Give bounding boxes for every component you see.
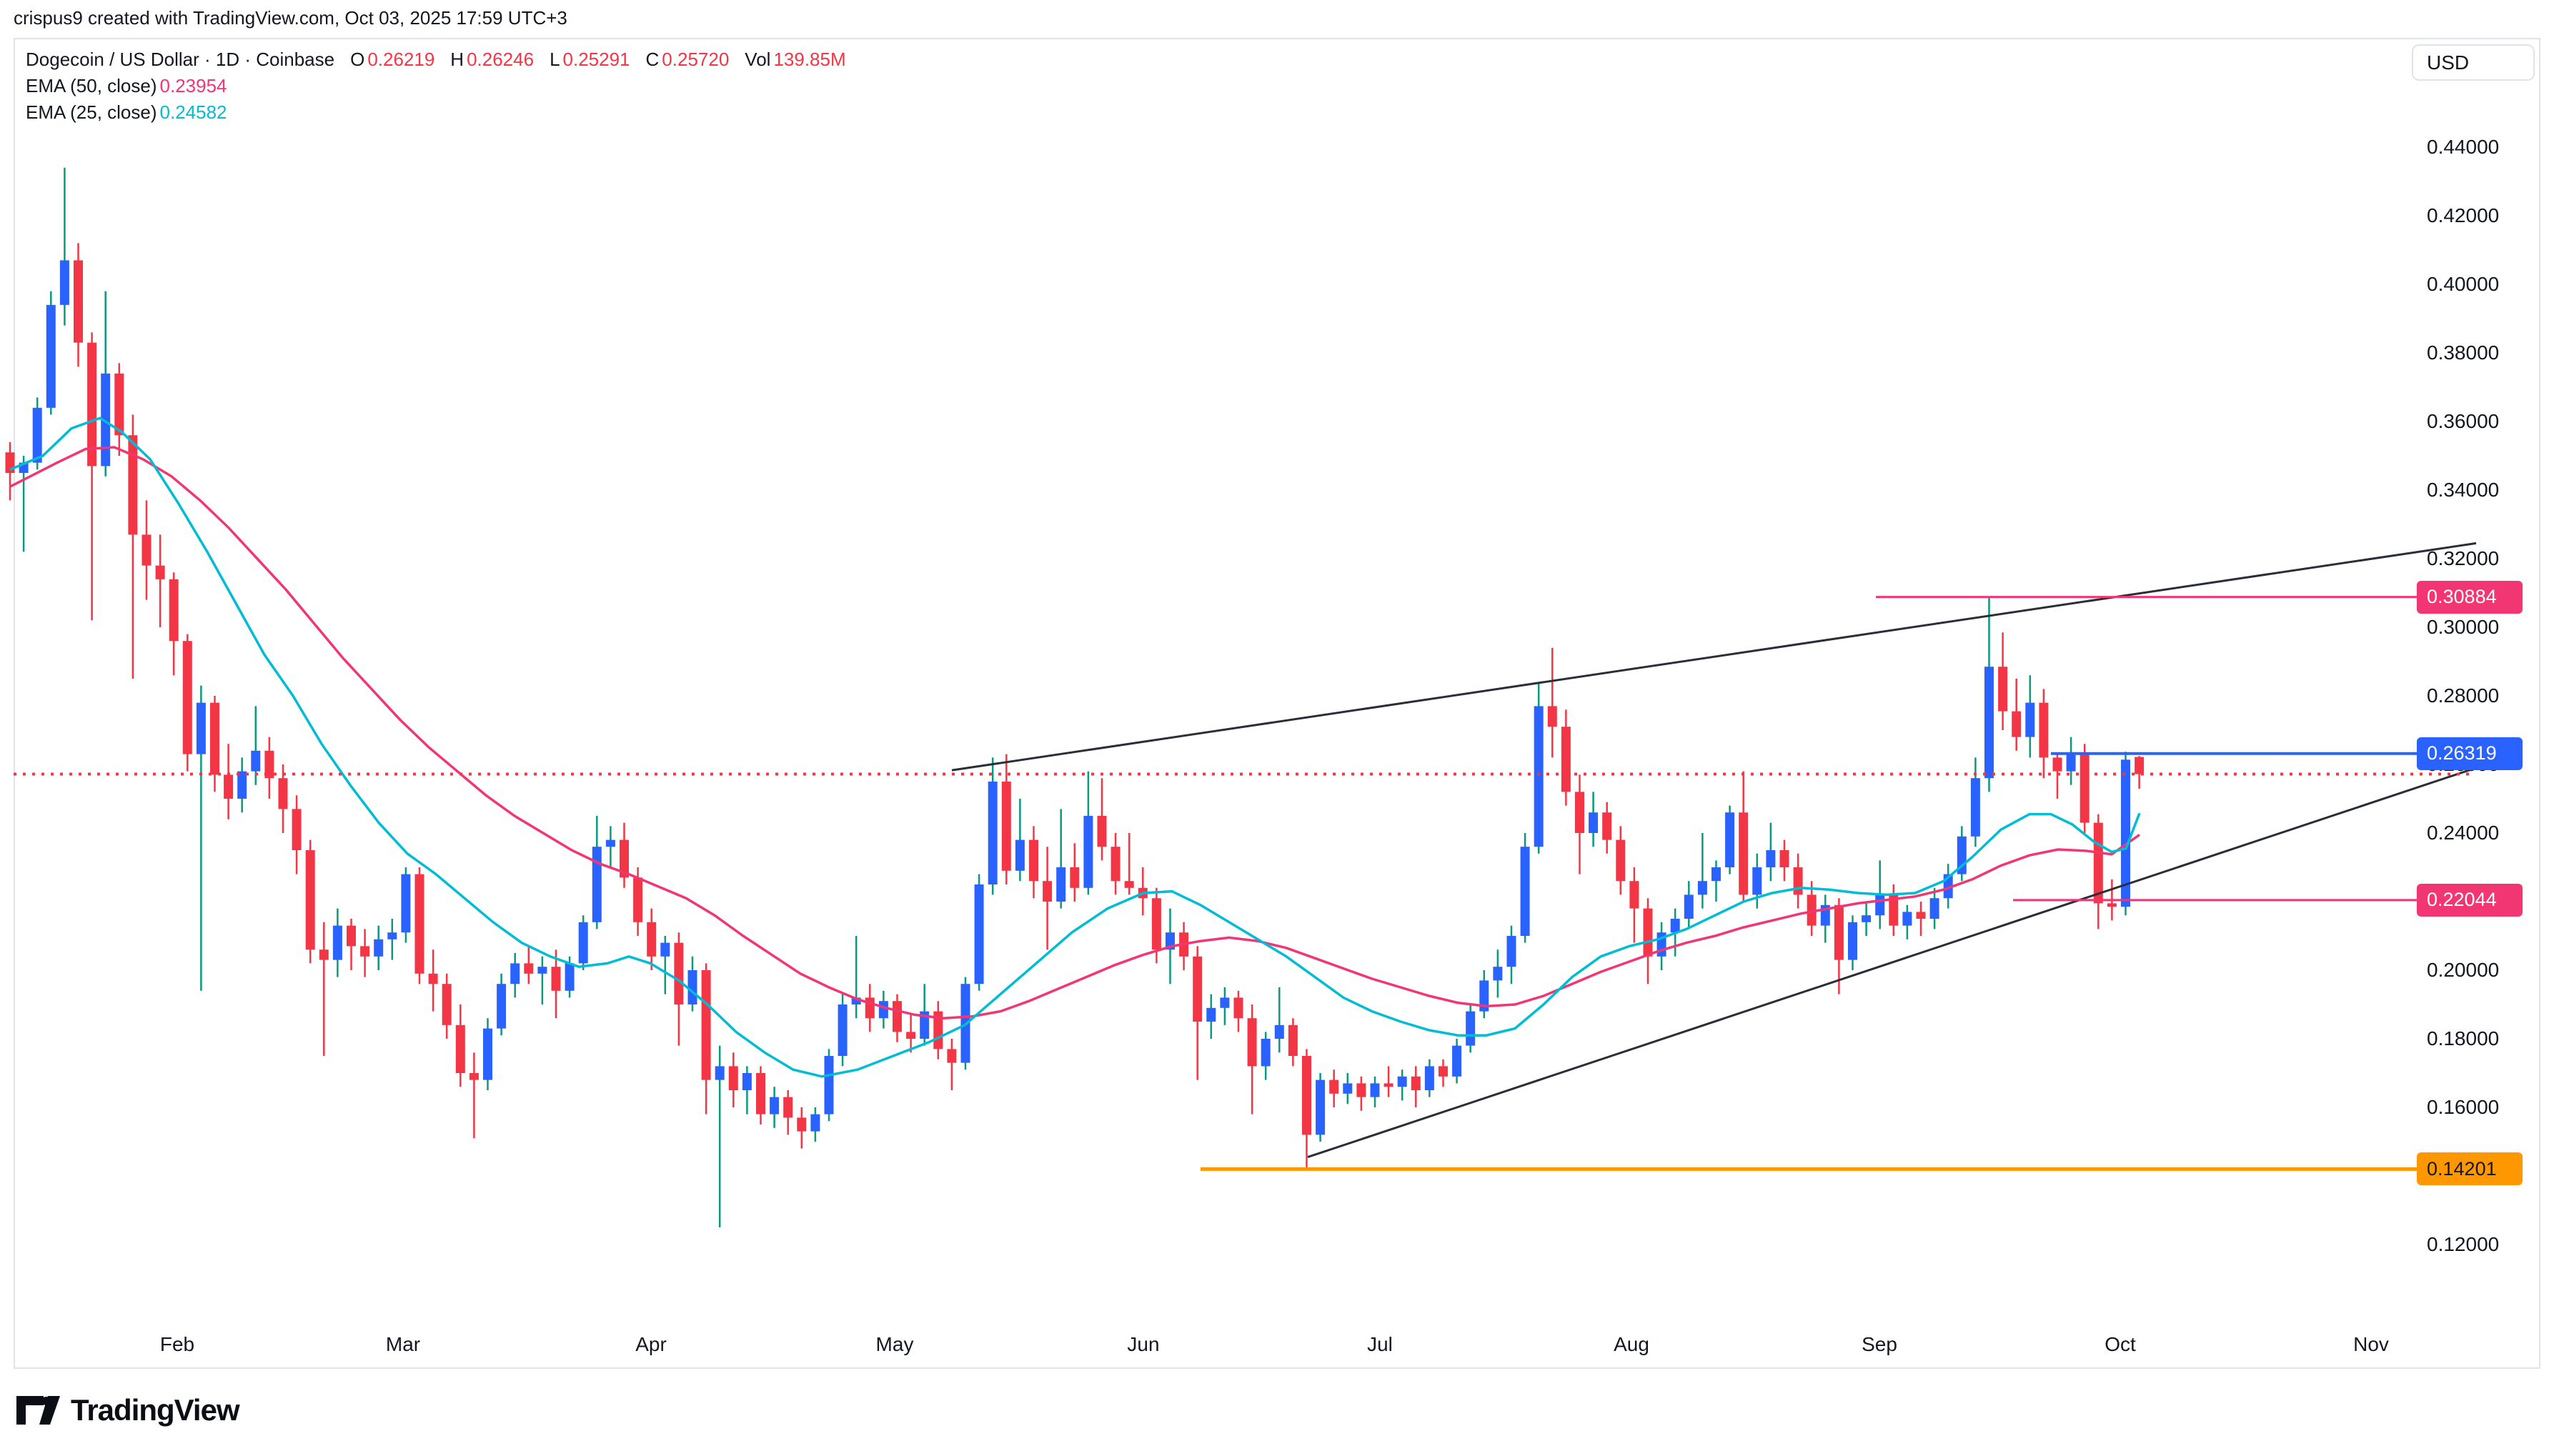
legend-symbol-row[interactable]: Dogecoin / US Dollar · 1D · Coinbase O 0… xyxy=(26,50,846,69)
open-key: O xyxy=(350,49,365,70)
low-value: 0.25291 xyxy=(562,49,630,70)
ema25-line xyxy=(9,417,2141,1078)
currency-usd-label: USD xyxy=(2427,51,2470,74)
ema25-value: 0.24582 xyxy=(159,101,227,123)
close-key: C xyxy=(645,49,660,70)
trendlines-layer[interactable] xyxy=(951,542,2477,1159)
chart-panel xyxy=(14,38,2540,1369)
ema50-value: 0.23954 xyxy=(159,75,227,96)
volume-key: Vol xyxy=(745,49,771,70)
attribution-text: crispus9 created with TradingView.com, O… xyxy=(14,7,567,29)
high-key: H xyxy=(450,49,464,70)
legend: Dogecoin / US Dollar · 1D · Coinbase O 0… xyxy=(26,50,846,129)
ema50-line xyxy=(9,446,2141,1019)
ema25-label[interactable]: EMA (25, close) xyxy=(26,101,157,123)
close-value: 0.25720 xyxy=(662,49,730,70)
high-value: 0.26246 xyxy=(467,49,535,70)
open-value: 0.26219 xyxy=(367,49,435,70)
tradingview-logo-icon xyxy=(16,1396,60,1425)
volume-value: 139.85M xyxy=(773,49,846,70)
price-levels-layer[interactable] xyxy=(1201,596,2473,1171)
currency-usd-button[interactable]: USD xyxy=(2412,44,2535,81)
low-key: L xyxy=(550,49,560,70)
candles-layer xyxy=(5,167,2145,1227)
tradingview-logo[interactable]: TradingView xyxy=(16,1393,240,1427)
ema50-label[interactable]: EMA (50, close) xyxy=(26,75,157,96)
tradingview-logo-text: TradingView xyxy=(71,1393,240,1427)
symbol-title[interactable]: Dogecoin / US Dollar · 1D · Coinbase xyxy=(26,49,335,70)
legend-ema50-row[interactable]: EMA (50, close) 0.23954 xyxy=(26,76,846,95)
legend-ema25-row[interactable]: EMA (25, close) 0.24582 xyxy=(26,103,846,121)
